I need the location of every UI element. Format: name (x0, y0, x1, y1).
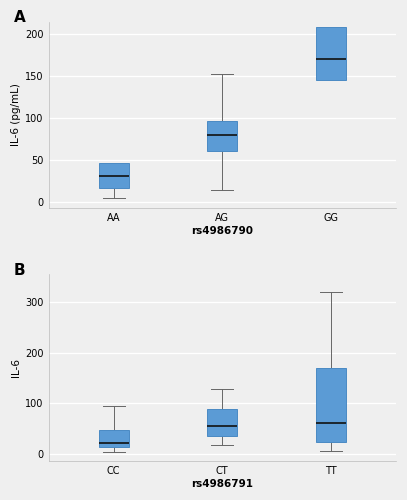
Y-axis label: IL-6 (pg/mL): IL-6 (pg/mL) (11, 84, 21, 146)
Text: B: B (14, 263, 26, 278)
Bar (207, 120, 237, 152)
Bar (207, 409, 237, 436)
Bar (98, 430, 129, 447)
Bar (98, 163, 129, 188)
Y-axis label: IL-6: IL-6 (11, 358, 21, 378)
X-axis label: rs4986791: rs4986791 (191, 479, 253, 489)
Bar (315, 368, 346, 442)
Text: A: A (14, 10, 26, 26)
Bar (315, 28, 346, 80)
X-axis label: rs4986790: rs4986790 (191, 226, 253, 236)
